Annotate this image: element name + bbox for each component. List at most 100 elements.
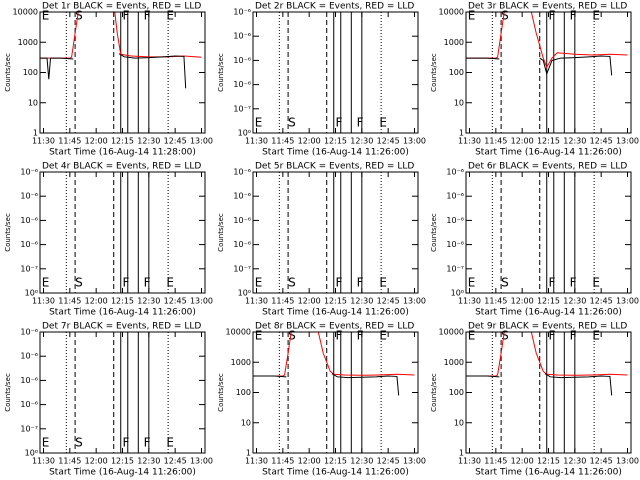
plot-lines <box>40 12 202 89</box>
event-letter: F <box>357 116 364 130</box>
y-tick-label: 10⁰ <box>25 449 38 458</box>
y-tick-label: 10⁻⁶ <box>446 192 464 201</box>
event-letter: E <box>379 276 387 290</box>
series-line <box>331 373 400 396</box>
x-axis-label: Start Time (16-Aug-14 11:26:00) <box>475 468 622 478</box>
panel: Det 3r BLACK = Events, RED = LLD Start Ti… <box>430 2 639 158</box>
event-letter: F <box>549 9 556 23</box>
event-letter: F <box>336 116 343 130</box>
series-line <box>466 375 500 378</box>
x-tick-label: 12:45 <box>164 297 187 306</box>
y-tick-label: 1000 <box>18 38 38 47</box>
y-tick-label: 10000 <box>439 8 464 17</box>
y-tick-label: 1000 <box>444 38 464 47</box>
x-tick-label: 11:30 <box>245 297 268 306</box>
y-tick-label: 10⁻⁶ <box>20 376 38 385</box>
y-axis-label: Counts/sec <box>430 53 438 92</box>
series-line <box>118 53 187 89</box>
y-tick-label: 10⁻⁶ <box>446 168 464 177</box>
plot-frame <box>252 171 419 294</box>
y-tick-label: 100 <box>449 68 464 77</box>
event-letter: E <box>379 116 387 130</box>
y-tick-label: 10⁰ <box>451 289 464 298</box>
y-tick-label: 10⁻⁶ <box>20 240 38 249</box>
y-tick-label: 10⁻⁶ <box>233 192 251 201</box>
x-tick-label: 13:00 <box>616 457 639 466</box>
event-letter: E <box>255 276 263 290</box>
x-tick-label: 12:45 <box>590 457 613 466</box>
x-tick-label: 13:00 <box>190 457 213 466</box>
plot-frame <box>465 171 632 294</box>
y-tick-label: 10⁻⁶ <box>233 56 251 65</box>
y-tick-label: 1000 <box>231 358 251 367</box>
y-tick-label: 10⁻⁶ <box>233 80 251 89</box>
event-letter: S <box>288 276 296 290</box>
plot-frame <box>465 331 632 454</box>
y-tick-label: 10000 <box>226 328 251 337</box>
series-line <box>253 332 415 377</box>
plot-frame <box>252 331 419 454</box>
x-tick-label: 13:00 <box>403 297 426 306</box>
x-tick-label: 12:45 <box>377 297 400 306</box>
panel: Det 1r BLACK = Events, RED = LLD Start Ti… <box>4 2 213 158</box>
x-tick-label: 11:45 <box>58 457 81 466</box>
x-tick-label: 13:00 <box>616 297 639 306</box>
y-tick-label: 10⁻⁶ <box>20 168 38 177</box>
event-letter: S <box>75 9 83 23</box>
y-tick-label: 10⁰ <box>25 289 38 298</box>
event-letter: F <box>123 436 130 450</box>
y-tick-label: 100 <box>236 388 251 397</box>
event-letter: F <box>570 329 577 343</box>
series-line <box>544 373 613 396</box>
x-tick-label: 11:30 <box>458 457 481 466</box>
x-tick-label: 12:45 <box>590 137 613 146</box>
y-tick-label: 10⁻⁷ <box>233 104 251 113</box>
event-letter: F <box>549 329 556 343</box>
x-tick-label: 12:15 <box>537 297 560 306</box>
x-tick-label: 11:30 <box>458 297 481 306</box>
event-letter: S <box>501 329 509 343</box>
x-tick-label: 13:00 <box>190 137 213 146</box>
y-tick-label: 10⁻⁶ <box>20 352 38 361</box>
x-tick-label: 12:00 <box>511 297 534 306</box>
y-tick-label: 10⁻⁷ <box>20 424 38 433</box>
panel-title: Det 8r BLACK = Events, RED = LLD <box>255 322 414 332</box>
y-axis-label: Counts/sec <box>217 373 225 412</box>
x-tick-label: 11:45 <box>58 297 81 306</box>
y-tick-label: 1 <box>33 129 38 138</box>
x-tick-label: 11:45 <box>484 137 507 146</box>
event-letter: S <box>75 276 83 290</box>
y-tick-label: 10⁻⁶ <box>233 168 251 177</box>
event-letter: F <box>123 9 130 23</box>
event-letter: E <box>255 116 263 130</box>
y-tick-label: 10⁻⁶ <box>20 400 38 409</box>
event-letter: F <box>357 329 364 343</box>
x-tick-label: 12:30 <box>137 137 160 146</box>
x-tick-label: 11:30 <box>32 137 55 146</box>
x-axis-label: Start Time (16-Aug-14 11:26:00) <box>475 148 622 158</box>
y-tick-label: 10⁻⁶ <box>233 216 251 225</box>
x-tick-label: 12:15 <box>111 457 134 466</box>
x-tick-label: 11:45 <box>484 457 507 466</box>
plot-frame <box>39 331 206 454</box>
panel-title: Det 2r BLACK = Events, RED = LLD <box>255 2 414 12</box>
panel: Det 6r BLACK = Events, RED = LLD Start Ti… <box>430 162 639 318</box>
x-tick-label: 11:45 <box>484 297 507 306</box>
plot-frame <box>39 171 206 294</box>
x-tick-label: 12:30 <box>350 137 373 146</box>
x-axis-label: Start Time (16-Aug-14 11:26:00) <box>49 468 196 478</box>
x-tick-label: 11:30 <box>458 137 481 146</box>
x-axis-label: Start Time (16-Aug-14 11:26:00) <box>262 468 409 478</box>
event-letter: E <box>255 329 263 343</box>
y-tick-label: 10⁻⁷ <box>233 264 251 273</box>
x-tick-label: 12:15 <box>111 297 134 306</box>
y-tick-label: 1 <box>459 129 464 138</box>
series-line <box>253 375 287 378</box>
y-tick-label: 10⁻⁷ <box>20 264 38 273</box>
y-tick-label: 10000 <box>439 328 464 337</box>
x-tick-label: 12:15 <box>324 457 347 466</box>
series-line <box>466 12 628 69</box>
y-tick-label: 1 <box>246 449 251 458</box>
